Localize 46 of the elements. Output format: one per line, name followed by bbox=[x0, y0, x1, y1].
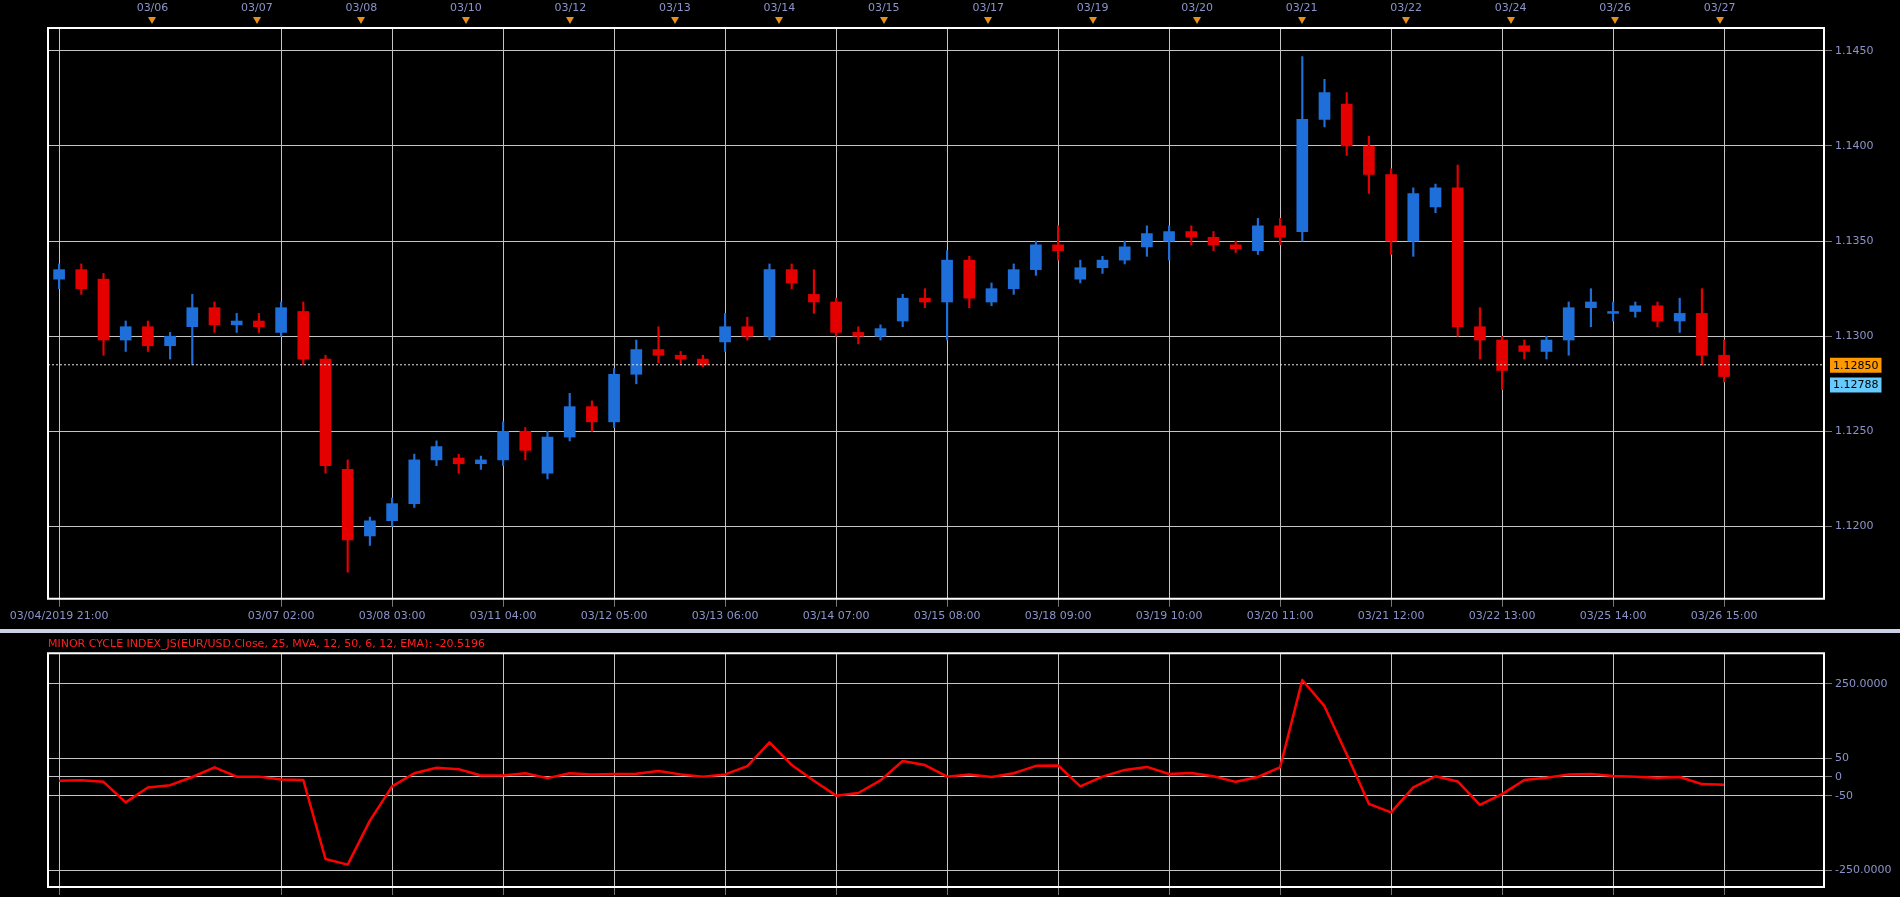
text: 03/22 bbox=[1390, 0, 1422, 14]
x-tick-label: 03/22 13:00 bbox=[1468, 609, 1536, 623]
x-tick-label: 03/12 05:00 bbox=[580, 609, 648, 623]
x-tick-label: 03/21 12:00 bbox=[1357, 609, 1425, 623]
candlestick bbox=[652, 326, 665, 364]
text: 03/15 bbox=[867, 0, 900, 14]
x-tick-label: 03/14 07:00 bbox=[802, 609, 870, 623]
text: 03/21 bbox=[1285, 0, 1318, 14]
y-tick-label: 1.1300 bbox=[1835, 329, 1874, 343]
x-tick-label: 03/19 10:00 bbox=[1135, 609, 1203, 623]
text: 03/26 bbox=[1599, 0, 1631, 14]
text: 03/08 bbox=[345, 0, 378, 14]
x-tick-label: 03/04/2019 21:00 bbox=[9, 609, 109, 623]
y-tick-label: 50 bbox=[1835, 751, 1849, 765]
text: 03/10 bbox=[450, 0, 482, 14]
chart-title: MINOR CYCLE INDEX_JS(EUR/USD.Close, 25, MVA, 12, 50, 6, 12, EMA): -20.5196 bbox=[48, 637, 486, 651]
x-tick-label: 03/11 04:00 bbox=[469, 609, 537, 623]
text: 1.12788 bbox=[1833, 378, 1879, 392]
y-tick-label: 0 bbox=[1835, 769, 1842, 783]
x-tick-label: 03/08 03:00 bbox=[358, 609, 426, 623]
text: 03/14 bbox=[763, 0, 796, 14]
x-tick-label: 03/20 11:00 bbox=[1246, 609, 1314, 623]
text: 03/07 bbox=[241, 0, 273, 14]
x-tick-label: 03/26 15:00 bbox=[1690, 609, 1758, 623]
x-tick-label: 03/13 06:00 bbox=[691, 609, 759, 623]
text: 03/20 bbox=[1181, 0, 1214, 14]
y-tick-label: 1.1450 bbox=[1835, 43, 1874, 57]
y-tick-label: 1.1200 bbox=[1835, 519, 1874, 533]
x-tick-label: 03/18 09:00 bbox=[1024, 609, 1092, 623]
x-tick-label: 03/15 08:00 bbox=[913, 609, 981, 623]
x-tick-label: 03/07 02:00 bbox=[247, 609, 315, 623]
text: 03/19 bbox=[1076, 0, 1109, 14]
x-tick-label: 03/25 14:00 bbox=[1579, 609, 1647, 623]
text: 03/24 bbox=[1494, 0, 1527, 14]
text: 03/12 bbox=[554, 0, 587, 14]
y-tick-label: 1.1400 bbox=[1835, 138, 1874, 152]
y-tick-label: 1.1250 bbox=[1835, 424, 1874, 438]
y-tick-label: -50 bbox=[1835, 788, 1853, 802]
text: 03/17 bbox=[972, 0, 1005, 14]
y-tick-label: -250.0000 bbox=[1835, 863, 1892, 877]
y-tick-label: 1.1350 bbox=[1835, 233, 1874, 247]
ref-line-label: 1.12850 bbox=[1833, 358, 1879, 372]
text: 03/13 bbox=[658, 0, 691, 14]
text: 03/06 bbox=[136, 0, 169, 14]
y-tick-label: 250.0000 bbox=[1835, 676, 1888, 690]
text: 03/27 bbox=[1703, 0, 1736, 14]
